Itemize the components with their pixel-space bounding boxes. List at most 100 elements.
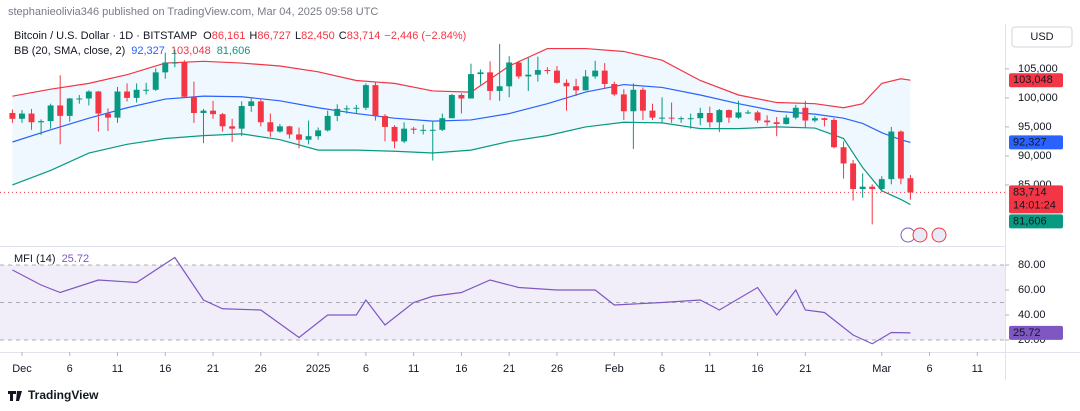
candle-body xyxy=(296,134,302,140)
x-tick-label: 26 xyxy=(255,363,267,375)
candle-body xyxy=(869,186,876,190)
candle-body xyxy=(229,126,236,129)
candle-body xyxy=(745,112,751,114)
event-icon[interactable] xyxy=(931,227,947,243)
candle-body xyxy=(659,117,666,119)
candle-body xyxy=(66,98,73,116)
candle-body xyxy=(391,126,398,142)
candle-body xyxy=(257,101,264,123)
candle-body xyxy=(200,110,207,113)
candle-body xyxy=(324,115,331,131)
candle-body xyxy=(907,178,914,193)
candle-body xyxy=(401,128,408,142)
candle-body xyxy=(515,62,522,77)
ohlc-key: C xyxy=(339,30,347,42)
published: stephanieolivia346 published on TradingV… xyxy=(8,6,378,18)
candle-body xyxy=(114,91,121,118)
candle-body xyxy=(133,89,140,98)
legend: Bitcoin / U.S. Dollar · 1D · BITSTAMP O86… xyxy=(14,30,466,42)
candle-body xyxy=(410,128,417,130)
candle-body xyxy=(649,110,656,118)
candle-body xyxy=(563,82,570,87)
ohlc-value: 83,714 xyxy=(347,30,381,42)
candle-body xyxy=(267,122,274,132)
candle-body xyxy=(171,62,178,64)
currency[interactable]: USD xyxy=(1030,31,1053,43)
candle-body xyxy=(57,105,64,116)
y-tick-label: 95,000 xyxy=(1018,121,1052,133)
candle-body xyxy=(9,112,16,119)
candle-body xyxy=(19,113,25,119)
y-tick-label: 90,000 xyxy=(1018,150,1052,162)
mfi-last: 25.72 xyxy=(62,253,90,265)
candle-body xyxy=(238,106,245,129)
x-tick-label: 11 xyxy=(972,363,983,375)
ohlc: O86,161 H86,727 L82,450 C83,714 xyxy=(203,30,380,42)
candle-body xyxy=(334,108,341,116)
x-tick-label: Mar xyxy=(872,363,891,375)
band-line xyxy=(12,83,911,143)
x-tick-label: 6 xyxy=(363,363,369,375)
mfi-title: MFI (14) xyxy=(14,253,56,265)
candle-body xyxy=(305,136,312,140)
event-icon[interactable] xyxy=(912,227,928,243)
candle-body xyxy=(448,94,455,119)
candle-body xyxy=(878,179,885,190)
candle-body xyxy=(372,85,379,116)
candle-body xyxy=(553,70,560,83)
candle-body xyxy=(850,163,857,190)
x-tick-label: 11 xyxy=(704,363,715,375)
x-tick-label: 16 xyxy=(751,363,763,375)
candle-body xyxy=(697,112,704,119)
x-tick-label: 21 xyxy=(207,363,219,375)
candle-body xyxy=(468,74,474,99)
ohlc-value: 86,727 xyxy=(257,30,291,42)
candle-body xyxy=(888,131,895,180)
candle-body xyxy=(38,121,45,123)
candle-body xyxy=(439,118,446,130)
candle-body xyxy=(506,62,513,87)
candle-body xyxy=(343,108,350,110)
candle-body xyxy=(630,89,637,112)
ohlc-key: H xyxy=(249,30,257,42)
y-tick-label: 60.00 xyxy=(1018,284,1046,296)
mfi-tag-label: 25.72 xyxy=(1013,327,1041,339)
x-tick-label: 2025 xyxy=(306,363,330,375)
mfi-band xyxy=(0,265,1005,340)
candle-body xyxy=(95,91,102,114)
candle-body xyxy=(152,72,159,90)
candle-body xyxy=(783,117,790,125)
candle-body xyxy=(764,120,771,123)
candle-body xyxy=(219,114,226,127)
candle-body xyxy=(840,147,847,164)
candle-body xyxy=(687,118,694,120)
ohlc-value: 82,450 xyxy=(301,30,335,42)
price-tag-label: 83,714 xyxy=(1013,186,1047,198)
candle-body xyxy=(592,70,599,77)
candle-body xyxy=(76,98,83,100)
candle-body xyxy=(104,113,111,118)
change: −2,446 (−2.84%) xyxy=(384,30,466,42)
candle-body xyxy=(362,85,369,108)
x-tick-label: 6 xyxy=(926,363,932,375)
price-tag xyxy=(1009,214,1063,229)
candle-body xyxy=(859,186,866,190)
candle-body xyxy=(210,110,216,115)
candle-body xyxy=(525,74,532,77)
currency-box[interactable] xyxy=(1011,26,1073,48)
x-tick-label: 16 xyxy=(455,363,467,375)
x-tick-label: Dec xyxy=(12,363,32,375)
y-tick-label: 105,000 xyxy=(1018,63,1058,75)
mfi-tag xyxy=(1009,325,1063,340)
candle-body xyxy=(725,110,732,118)
candle-body xyxy=(716,110,723,123)
candle-body xyxy=(429,129,436,131)
candle-body xyxy=(487,72,494,91)
candle-body xyxy=(792,107,799,118)
candle-body xyxy=(420,129,427,131)
candle-body xyxy=(143,89,150,91)
price-tag xyxy=(1009,135,1063,150)
x-tick-label: 26 xyxy=(551,363,563,375)
